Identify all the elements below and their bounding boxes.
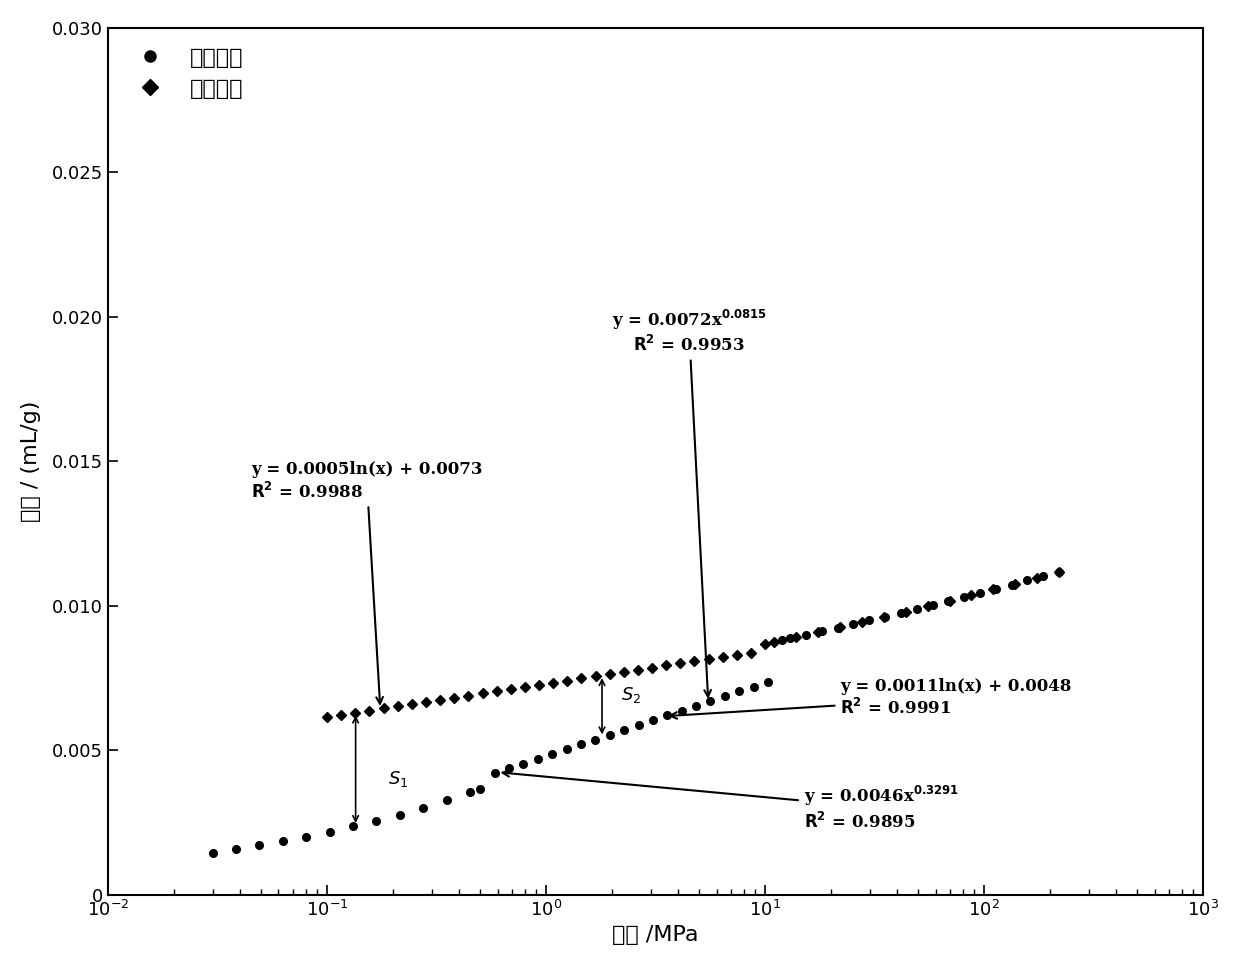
Text: $S_2$: $S_2$ bbox=[621, 686, 641, 705]
Text: y = 0.0011ln(x) + 0.0048
$\mathbf{R^2}$ = 0.9991: y = 0.0011ln(x) + 0.0048 $\mathbf{R^2}$ … bbox=[671, 678, 1071, 719]
Text: y = 0.0005ln(x) + 0.0073
$\mathbf{R^2}$ = 0.9988: y = 0.0005ln(x) + 0.0073 $\mathbf{R^2}$ … bbox=[252, 462, 482, 704]
Text: y = 0.0072x$^{\mathbf{0.0815}}$
$\mathbf{R^2}$ = 0.9953: y = 0.0072x$^{\mathbf{0.0815}}$ $\mathbf… bbox=[611, 307, 766, 696]
Text: y = 0.0046x$^{\mathbf{0.3291}}$
$\mathbf{R^2}$ = 0.9895: y = 0.0046x$^{\mathbf{0.3291}}$ $\mathbf… bbox=[502, 770, 959, 832]
Text: $S_1$: $S_1$ bbox=[388, 769, 408, 788]
Y-axis label: 体积 / (mL/g): 体积 / (mL/g) bbox=[21, 401, 41, 522]
Legend: 进汞曲线, 退汞曲线: 进汞曲线, 退汞曲线 bbox=[119, 39, 253, 108]
X-axis label: 压力 /MPa: 压力 /MPa bbox=[613, 925, 699, 945]
